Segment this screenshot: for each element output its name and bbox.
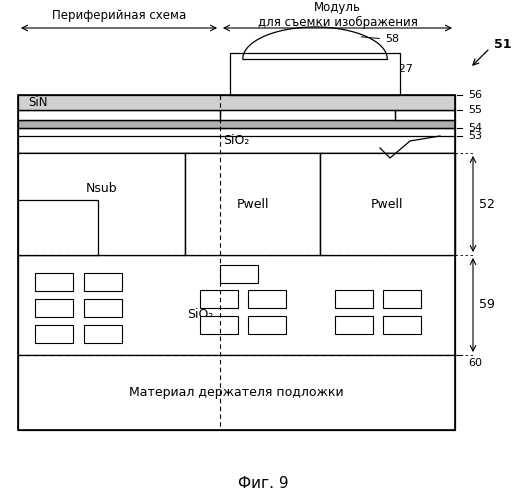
- Text: 59: 59: [479, 298, 495, 312]
- Text: 60: 60: [468, 358, 482, 368]
- Bar: [395, 110, 455, 120]
- Bar: [35, 325, 73, 343]
- Bar: [220, 265, 258, 283]
- Text: SiN: SiN: [28, 96, 47, 109]
- Bar: [18, 120, 455, 128]
- Bar: [18, 110, 220, 120]
- Bar: [18, 95, 455, 110]
- Text: SiO₂: SiO₂: [223, 134, 250, 147]
- Bar: [383, 290, 421, 308]
- Text: Модуль: Модуль: [314, 2, 361, 15]
- Bar: [18, 95, 455, 430]
- Bar: [335, 316, 373, 334]
- Text: 54: 54: [468, 123, 482, 133]
- Bar: [18, 128, 455, 153]
- Bar: [18, 200, 98, 255]
- Text: Nsub: Nsub: [86, 182, 118, 194]
- Text: 53: 53: [468, 131, 482, 141]
- Bar: [200, 290, 238, 308]
- Text: Периферийная схема: Периферийная схема: [52, 10, 186, 22]
- Text: 58: 58: [361, 34, 399, 44]
- Bar: [18, 255, 455, 355]
- Text: 52: 52: [479, 198, 495, 210]
- Text: 56: 56: [468, 90, 482, 100]
- Text: 51: 51: [494, 38, 512, 51]
- Bar: [18, 153, 185, 255]
- Bar: [35, 273, 73, 291]
- Bar: [84, 273, 122, 291]
- Text: Фиг. 9: Фиг. 9: [238, 476, 289, 490]
- Bar: [84, 299, 122, 317]
- Bar: [18, 153, 455, 255]
- Text: SiO₂: SiO₂: [187, 308, 213, 322]
- Text: для съемки изображения: для съемки изображения: [258, 16, 417, 28]
- Bar: [185, 153, 320, 255]
- Bar: [35, 299, 73, 317]
- Text: Pwell: Pwell: [371, 198, 404, 210]
- Bar: [248, 316, 286, 334]
- Bar: [18, 355, 455, 430]
- Bar: [248, 290, 286, 308]
- Text: Материал держателя подложки: Материал держателя подложки: [129, 386, 344, 399]
- Text: A27: A27: [392, 64, 414, 74]
- Bar: [84, 325, 122, 343]
- Bar: [320, 153, 455, 255]
- Bar: [230, 53, 400, 95]
- Bar: [335, 290, 373, 308]
- Bar: [200, 316, 238, 334]
- Text: Pwell: Pwell: [236, 198, 269, 210]
- Bar: [383, 316, 421, 334]
- Text: 55: 55: [468, 105, 482, 115]
